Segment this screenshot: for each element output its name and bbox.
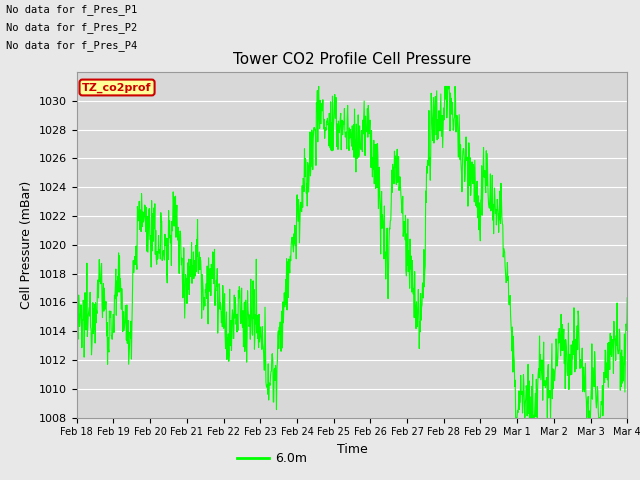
X-axis label: Time: Time [337,443,367,456]
Text: No data for f_Pres_P4: No data for f_Pres_P4 [6,40,138,51]
Y-axis label: Cell Pressure (mBar): Cell Pressure (mBar) [20,180,33,309]
Title: Tower CO2 Profile Cell Pressure: Tower CO2 Profile Cell Pressure [233,52,471,67]
Text: No data for f_Pres_P1: No data for f_Pres_P1 [6,4,138,15]
Text: TZ_co2prof: TZ_co2prof [83,83,152,93]
Text: No data for f_Pres_P2: No data for f_Pres_P2 [6,22,138,33]
Text: 6.0m: 6.0m [275,452,307,465]
